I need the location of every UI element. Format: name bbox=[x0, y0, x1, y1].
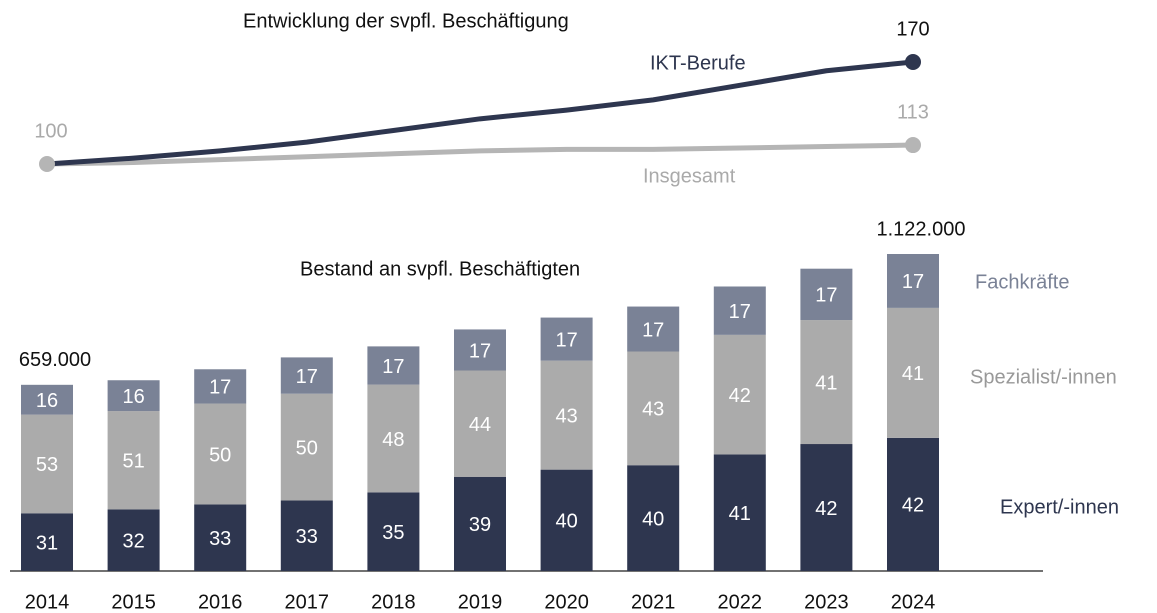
legend-label: Spezialist/-innen bbox=[970, 366, 1117, 388]
segment-label: 51 bbox=[122, 450, 144, 472]
segment-label: 17 bbox=[209, 377, 231, 399]
bar-segment bbox=[454, 476, 506, 571]
segment-label: 40 bbox=[555, 511, 577, 533]
end-label: 170 bbox=[896, 18, 929, 40]
segment-label: 43 bbox=[642, 399, 664, 421]
bar-segment bbox=[627, 351, 680, 466]
segment-label: 17 bbox=[296, 366, 318, 388]
start-point bbox=[39, 156, 55, 172]
segment-label: 44 bbox=[469, 414, 491, 436]
bar-segment bbox=[540, 317, 593, 361]
x-tick-label: 2021 bbox=[631, 591, 676, 613]
bar-segment bbox=[280, 393, 333, 501]
bar-segment bbox=[800, 320, 853, 445]
bar-segment bbox=[713, 334, 766, 455]
segment-label: 17 bbox=[382, 356, 404, 378]
segment-label: 33 bbox=[296, 526, 318, 548]
line bbox=[46, 59, 914, 167]
bar-segment bbox=[454, 370, 506, 477]
segment-label: 42 bbox=[729, 385, 751, 407]
x-tick-label: 2023 bbox=[804, 591, 849, 613]
bar-segment bbox=[194, 504, 247, 571]
segment-label: 48 bbox=[382, 429, 404, 451]
bar-segment bbox=[887, 437, 939, 571]
bar-segment bbox=[367, 384, 420, 493]
segment-label: 16 bbox=[122, 386, 144, 408]
bar-segment bbox=[713, 286, 766, 335]
legend-label: Expert/-innen bbox=[1000, 496, 1119, 518]
segment-label: 43 bbox=[555, 405, 577, 427]
bar-segment bbox=[800, 268, 853, 321]
bar-segment bbox=[627, 465, 680, 571]
bar-segment bbox=[887, 307, 939, 438]
x-tick-label: 2015 bbox=[111, 591, 156, 613]
x-tick-label: 2018 bbox=[371, 591, 416, 613]
total-label: 659.000 bbox=[19, 349, 91, 371]
total-label: 1.122.000 bbox=[877, 218, 966, 240]
segment-label: 17 bbox=[729, 301, 751, 323]
segment-label: 17 bbox=[555, 329, 577, 351]
segment-label: 41 bbox=[815, 372, 837, 394]
segment-label: 53 bbox=[36, 454, 58, 476]
bar-title: Bestand an svpfl. Beschäftigten bbox=[300, 258, 580, 280]
segment-label: 40 bbox=[642, 508, 664, 530]
x-tick-label: 2014 bbox=[25, 591, 70, 613]
line bbox=[46, 142, 914, 167]
end-point bbox=[905, 54, 921, 70]
bar-segment bbox=[21, 513, 73, 571]
line-title: Entwicklung der svpfl. Beschäftigung bbox=[243, 10, 569, 32]
segment-label: 17 bbox=[469, 340, 491, 362]
series-label: Insgesamt bbox=[643, 165, 736, 187]
bar-segment bbox=[800, 444, 853, 571]
segment-label: 41 bbox=[729, 503, 751, 525]
segment-label: 33 bbox=[209, 528, 231, 550]
bar-segment bbox=[107, 380, 160, 412]
bar-segment bbox=[540, 469, 593, 571]
segment-label: 42 bbox=[902, 495, 924, 517]
segment-label: 16 bbox=[36, 390, 58, 412]
segment-label: 50 bbox=[209, 444, 231, 466]
start-label: 100 bbox=[34, 120, 67, 142]
x-tick-label: 2020 bbox=[544, 591, 589, 613]
series-label: IKT-Berufe bbox=[650, 52, 746, 74]
bar-segment bbox=[367, 492, 420, 571]
bar-segment bbox=[367, 346, 420, 385]
legend-label: Fachkräfte bbox=[975, 271, 1069, 293]
bar-segment bbox=[107, 509, 160, 571]
x-tick-label: 2022 bbox=[718, 591, 763, 613]
bar-segment bbox=[280, 357, 333, 394]
bar-segment bbox=[21, 414, 73, 514]
x-tick-label: 2019 bbox=[458, 591, 503, 613]
bar-segment bbox=[194, 403, 247, 505]
bar-segment bbox=[194, 369, 247, 404]
x-tick-label: 2024 bbox=[891, 591, 936, 613]
bar-segment bbox=[540, 360, 593, 470]
segment-label: 50 bbox=[296, 437, 318, 459]
x-tick-label: 2016 bbox=[198, 591, 243, 613]
bar-segment bbox=[713, 454, 766, 571]
segment-label: 35 bbox=[382, 522, 404, 544]
segment-label: 17 bbox=[815, 285, 837, 307]
end-label: 113 bbox=[897, 101, 929, 123]
bar-segment bbox=[887, 254, 939, 308]
bar-segment bbox=[21, 384, 73, 415]
bar-segment bbox=[280, 500, 333, 571]
x-tick-label: 2017 bbox=[285, 591, 330, 613]
segment-label: 17 bbox=[642, 319, 664, 341]
bar-segment bbox=[454, 329, 506, 371]
segment-label: 42 bbox=[815, 498, 837, 520]
bar-segment bbox=[107, 411, 160, 510]
segment-label: 31 bbox=[36, 532, 58, 554]
segment-label: 32 bbox=[122, 530, 144, 552]
segment-label: 41 bbox=[902, 363, 924, 385]
segment-label: 39 bbox=[469, 514, 491, 536]
segment-label: 17 bbox=[902, 271, 924, 293]
end-point bbox=[905, 137, 921, 154]
bar-segment bbox=[627, 306, 680, 352]
